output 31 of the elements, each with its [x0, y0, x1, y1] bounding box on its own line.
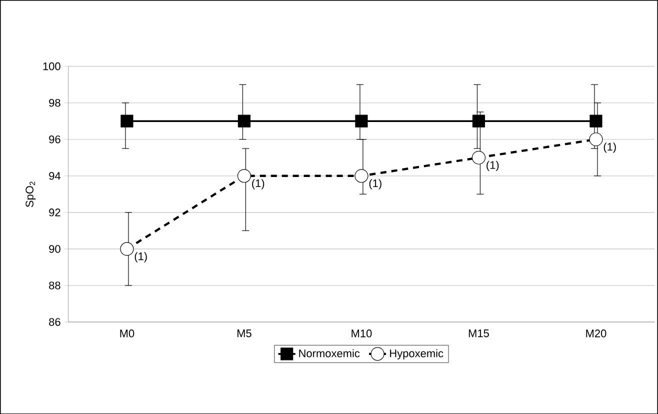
point	[120, 242, 134, 256]
point	[355, 114, 368, 128]
y-tick-label: 88	[49, 281, 60, 290]
legend-label: Normoxemic	[299, 349, 360, 358]
y-tick-label: 100	[43, 62, 60, 70]
x-tick-label: M5	[237, 329, 252, 338]
y-tick-label: 90	[49, 244, 60, 253]
x-tick-label: M20	[586, 329, 606, 338]
point	[472, 114, 486, 128]
annotation: (1)	[134, 252, 147, 262]
y-tick-label: 92	[49, 208, 60, 216]
x-tick-label: M10	[352, 329, 372, 338]
point	[120, 114, 134, 128]
point	[237, 168, 251, 183]
annotation: (1)	[369, 178, 382, 190]
y-tick-label: 86	[49, 318, 60, 326]
annotation: (1)	[604, 142, 616, 153]
y-tick-label: 96	[49, 135, 60, 144]
y-tick-label: 98	[49, 98, 60, 107]
annotation: (1)	[486, 160, 499, 171]
point	[589, 132, 603, 146]
y-tick-label: 94	[49, 172, 60, 180]
x-tick-label: M15	[468, 329, 489, 338]
point	[472, 150, 486, 164]
y-axis-title: SpO$_{2}$	[26, 182, 36, 207]
point	[238, 114, 250, 128]
legend-label: Hypoxemic	[390, 349, 444, 360]
point	[354, 168, 368, 183]
x-tick-label: M0	[120, 329, 134, 338]
point	[590, 114, 602, 128]
annotation: (1)	[252, 178, 264, 190]
